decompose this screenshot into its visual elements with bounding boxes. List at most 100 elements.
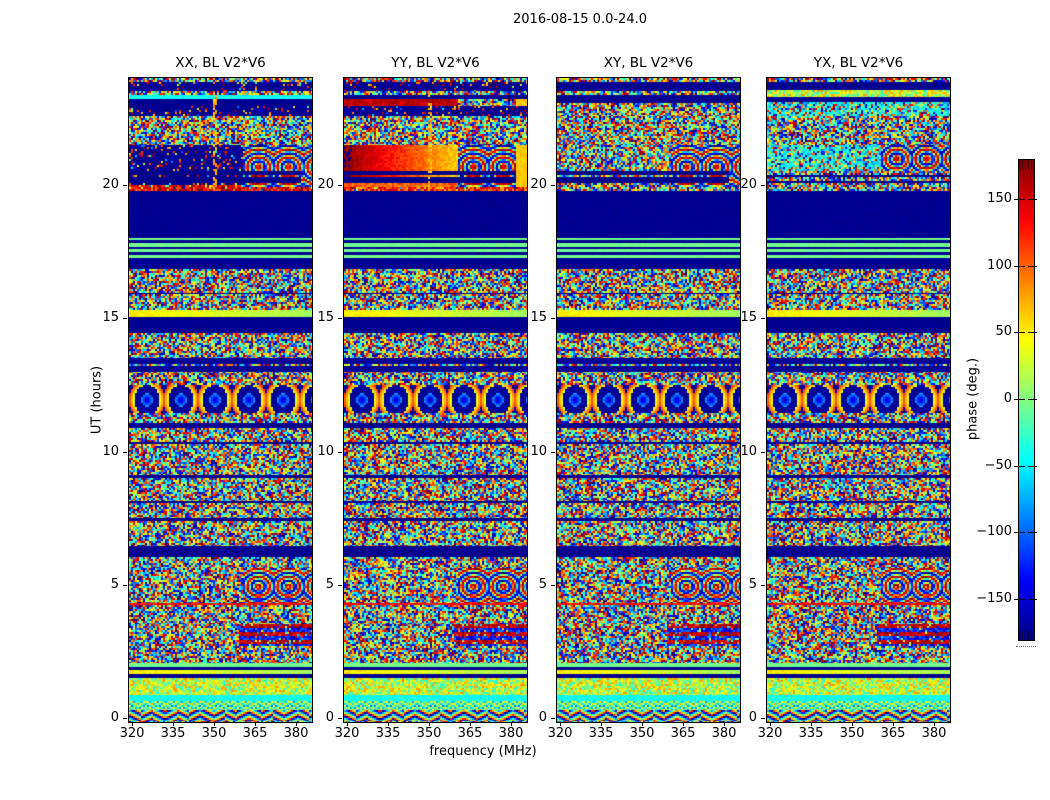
x-tick-label: 365	[670, 726, 696, 741]
colorbar-tick	[1028, 266, 1037, 267]
y-tick	[338, 718, 342, 719]
x-tick	[770, 722, 771, 726]
y-tick-label: 10	[740, 444, 757, 459]
x-tick-label: 365	[880, 726, 906, 741]
colorbar-tick	[1014, 599, 1025, 600]
y-tick-label: 15	[740, 310, 757, 325]
y-tick	[123, 452, 127, 453]
y-tick	[338, 585, 342, 586]
y-tick-label: 15	[102, 310, 119, 325]
colorbar-top-hatch	[1019, 160, 1034, 169]
colorbar-tick	[1014, 332, 1025, 333]
x-tick	[255, 722, 256, 726]
x-tick-label: 365	[242, 726, 268, 741]
x-tick	[132, 722, 133, 726]
x-tick-label: 335	[375, 726, 401, 741]
y-tick-label: 20	[102, 177, 119, 192]
y-tick-label: 10	[102, 444, 119, 459]
colorbar-tick	[1014, 266, 1025, 267]
x-tick	[296, 722, 297, 726]
colorbar-tick	[1014, 399, 1025, 400]
y-tick	[551, 318, 555, 319]
x-tick	[811, 722, 812, 726]
x-tick	[852, 722, 853, 726]
colorbar-tick	[1028, 466, 1037, 467]
y-tick-label: 15	[317, 310, 334, 325]
y-tick	[123, 185, 127, 186]
colorbar-tick-label: −100	[976, 524, 1012, 539]
y-tick-label: 0	[110, 710, 119, 725]
y-tick	[761, 718, 765, 719]
x-tick-label: 320	[334, 726, 360, 741]
y-tick	[551, 185, 555, 186]
y-tick	[761, 318, 765, 319]
x-tick-label: 320	[119, 726, 145, 741]
x-tick-label: 335	[160, 726, 186, 741]
y-axis-label: UT (hours)	[89, 365, 105, 435]
x-tick-label: 380	[283, 726, 309, 741]
x-tick-label: 320	[547, 726, 573, 741]
y-tick	[338, 185, 342, 186]
x-tick-label: 380	[498, 726, 524, 741]
x-tick-label: 380	[921, 726, 947, 741]
heatmap-panel-xy	[556, 77, 741, 723]
y-tick-label: 5	[538, 577, 547, 592]
y-tick	[338, 318, 342, 319]
y-tick	[123, 718, 127, 719]
x-tick	[893, 722, 894, 726]
colorbar-tick	[1028, 332, 1037, 333]
y-tick-label: 15	[530, 310, 547, 325]
y-tick	[551, 718, 555, 719]
y-tick-label: 10	[530, 444, 547, 459]
colorbar-tick	[1028, 399, 1037, 400]
y-tick-label: 5	[110, 577, 119, 592]
y-tick-label: 20	[740, 177, 757, 192]
y-tick	[123, 318, 127, 319]
y-tick	[761, 585, 765, 586]
heatmap-canvas-xy	[557, 78, 740, 722]
x-tick-label: 350	[201, 726, 227, 741]
heatmap-panel-yy	[343, 77, 528, 723]
x-tick-label: 350	[416, 726, 442, 741]
colorbar	[1018, 159, 1035, 641]
x-tick	[388, 722, 389, 726]
x-tick	[511, 722, 512, 726]
heatmap-canvas-xx	[129, 78, 312, 722]
panel-title-xy: XY, BL V2*V6	[603, 55, 694, 71]
x-tick	[724, 722, 725, 726]
heatmap-panel-xx	[128, 77, 313, 723]
heatmap-panel-yx	[766, 77, 951, 723]
y-tick-label: 5	[325, 577, 334, 592]
panel-title-yy: YY, BL V2*V6	[391, 55, 480, 71]
colorbar-tick-label: 0	[1003, 391, 1012, 406]
x-tick	[642, 722, 643, 726]
y-tick-label: 20	[530, 177, 547, 192]
x-tick	[601, 722, 602, 726]
colorbar-tick-label: 150	[987, 191, 1012, 206]
colorbar-tick-label: 100	[987, 258, 1012, 273]
panel-title-yx: YX, BL V2*V6	[813, 55, 904, 71]
panel-title-xx: XX, BL V2*V6	[175, 55, 266, 71]
y-tick-label: 5	[748, 577, 757, 592]
colorbar-bottom-hatch	[1019, 631, 1034, 640]
y-tick-label: 0	[325, 710, 334, 725]
y-tick-label: 20	[317, 177, 334, 192]
x-tick	[683, 722, 684, 726]
y-tick	[338, 452, 342, 453]
x-tick-label: 335	[798, 726, 824, 741]
heatmap-canvas-yy	[344, 78, 527, 722]
colorbar-tick	[1028, 532, 1037, 533]
x-tick	[214, 722, 215, 726]
x-tick	[470, 722, 471, 726]
x-tick-label: 320	[757, 726, 783, 741]
x-tick	[934, 722, 935, 726]
colorbar-tick	[1028, 199, 1037, 200]
figure-title: 2016-08-15 0.0-24.0	[513, 12, 647, 27]
colorbar-label: phase (deg.)	[965, 357, 981, 441]
colorbar-tick	[1028, 599, 1037, 600]
x-tick	[429, 722, 430, 726]
heatmap-canvas-yx	[767, 78, 950, 722]
y-tick	[551, 452, 555, 453]
colorbar-tick-label: −50	[984, 458, 1012, 473]
